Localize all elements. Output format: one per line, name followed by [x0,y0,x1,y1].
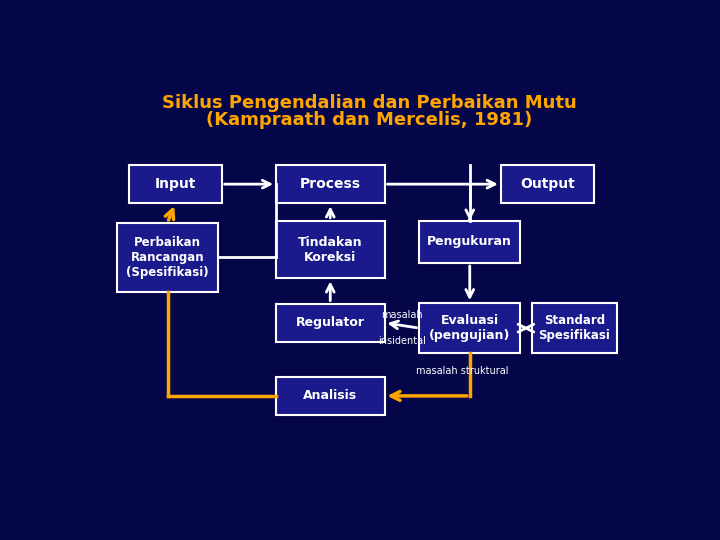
Text: Regulator: Regulator [296,316,365,329]
Text: Pengukuran: Pengukuran [427,235,512,248]
FancyBboxPatch shape [276,221,384,279]
Text: Perbaikan
Rancangan
(Spesifikasi): Perbaikan Rancangan (Spesifikasi) [126,236,209,279]
Text: Analisis: Analisis [303,389,357,402]
Text: Input: Input [155,177,196,191]
FancyBboxPatch shape [276,165,384,204]
FancyBboxPatch shape [276,377,384,415]
Text: insidental: insidental [378,336,426,346]
FancyBboxPatch shape [419,221,520,263]
Text: Tindakan
Koreksi: Tindakan Koreksi [298,235,363,264]
FancyBboxPatch shape [419,303,520,353]
Text: (Kampraath dan Mercelis, 1981): (Kampraath dan Mercelis, 1981) [206,111,532,129]
Text: Process: Process [300,177,361,191]
FancyBboxPatch shape [532,303,617,353]
FancyBboxPatch shape [500,165,594,204]
Text: masalah struktural: masalah struktural [415,366,508,376]
Text: Siklus Pengendalian dan Perbaikan Mutu: Siklus Pengendalian dan Perbaikan Mutu [161,94,577,112]
Text: masalah: masalah [381,310,423,320]
Text: Standard
Spesifikasi: Standard Spesifikasi [539,314,611,342]
FancyBboxPatch shape [276,303,384,342]
Text: Evaluasi
(pengujian): Evaluasi (pengujian) [429,314,510,342]
FancyBboxPatch shape [117,222,218,292]
FancyBboxPatch shape [129,165,222,204]
Text: Output: Output [520,177,575,191]
